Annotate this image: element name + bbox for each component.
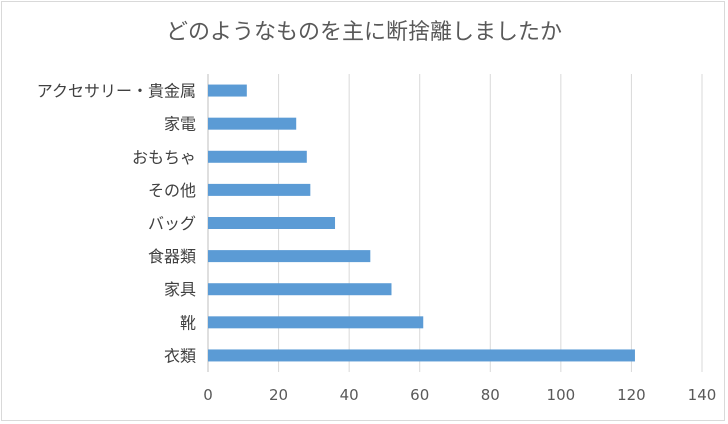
x-tick-label: 140	[688, 386, 717, 404]
x-tick-label: 40	[340, 386, 359, 404]
category-label: アクセサリー・貴金属	[37, 82, 196, 101]
category-label: バッグ	[148, 214, 196, 233]
bar	[208, 183, 311, 196]
bar	[208, 283, 392, 296]
category-label: その他	[148, 181, 196, 200]
x-tick-label: 60	[410, 386, 429, 404]
category-label: 家電	[164, 115, 196, 134]
x-tick-label: 0	[203, 386, 213, 404]
category-label: 家具	[164, 280, 196, 299]
category-label: 食器類	[148, 247, 196, 266]
x-tick-label: 20	[269, 386, 288, 404]
bar	[208, 150, 307, 163]
x-tick-label: 80	[481, 386, 500, 404]
category-label: おもちゃ	[132, 148, 196, 167]
chart-title: どのようなものを主に断捨離しましたか	[165, 20, 562, 45]
bar	[208, 349, 635, 362]
category-label: 靴	[180, 313, 196, 332]
bar	[208, 250, 371, 263]
bar	[208, 84, 247, 97]
x-tick-label: 100	[547, 386, 576, 404]
bar	[208, 217, 336, 229]
category-label: 衣類	[164, 346, 196, 365]
bar	[208, 117, 297, 130]
bar	[208, 316, 424, 329]
x-tick-label: 120	[617, 386, 646, 404]
